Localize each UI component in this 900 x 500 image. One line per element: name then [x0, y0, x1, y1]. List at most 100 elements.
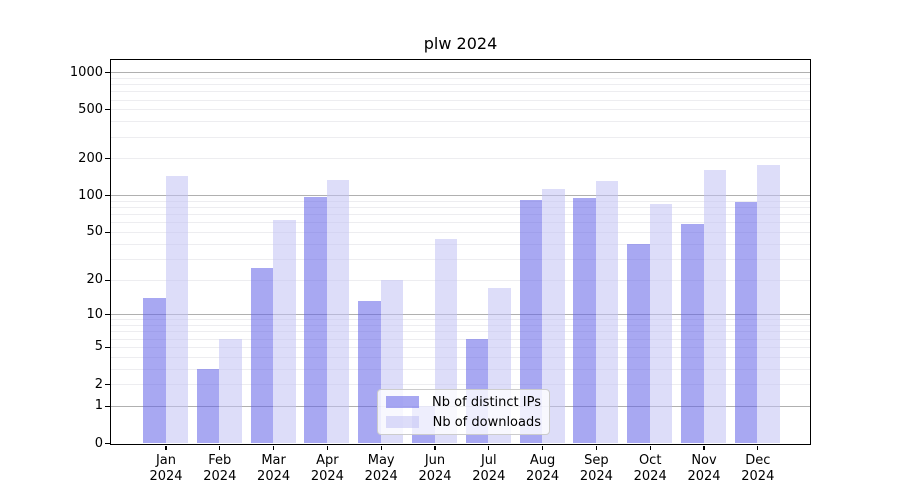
bar-downloads — [165, 175, 188, 443]
bar-distinct-ips — [573, 198, 596, 443]
x-tick-mark — [488, 445, 490, 450]
chart-title: plw 2024 — [423, 34, 498, 53]
legend-row-downloads: Nb of downloads — [386, 414, 541, 430]
y-tick-label: 100 — [78, 187, 103, 203]
bar-distinct-ips — [304, 196, 327, 443]
y-tick-label: 500 — [78, 101, 103, 117]
gridline-minor — [111, 109, 810, 111]
x-tick-mark — [380, 445, 382, 450]
legend-row-distinct-ips: Nb of distinct IPs — [386, 394, 541, 410]
gridline-minor — [111, 158, 810, 160]
bar-distinct-ips — [627, 243, 650, 443]
x-tick-mark — [649, 445, 651, 450]
y-tick-label: 1 — [94, 398, 103, 414]
x-tick-label: Mar 2024 — [257, 453, 291, 484]
gridline-minor — [111, 222, 810, 224]
x-tick-mark — [757, 445, 759, 450]
gridline-minor — [111, 325, 810, 327]
gridline-minor — [111, 207, 810, 209]
y-tick-label: 5 — [94, 339, 103, 355]
y-tick-label: 0 — [94, 435, 103, 451]
x-tick-label: Jul 2024 — [472, 453, 506, 484]
gridline-minor — [111, 279, 810, 281]
bar-downloads — [542, 188, 565, 443]
y-tick-mark — [105, 72, 110, 74]
gridline-minor — [111, 243, 810, 245]
x-tick-mark — [326, 445, 329, 450]
x-tick-label: Jan 2024 — [149, 453, 183, 484]
y-tick-mark — [105, 279, 110, 281]
y-tick-mark — [105, 231, 110, 234]
x-tick-label: Feb 2024 — [203, 453, 237, 484]
x-tick-label: May 2024 — [364, 453, 398, 484]
bar-downloads — [219, 338, 242, 443]
bar-downloads — [649, 203, 673, 443]
gridline-minor — [111, 258, 810, 260]
gridline-minor — [111, 77, 810, 79]
plot-area: Nb of distinct IPs Nb of downloads — [110, 59, 811, 445]
x-tick-label: Aug 2024 — [526, 453, 560, 484]
gridline-minor — [111, 331, 810, 333]
bar-distinct-ips — [519, 200, 543, 443]
x-tick-label: Sep 2024 — [579, 453, 613, 484]
x-tick-mark — [595, 445, 598, 450]
gridline-minor — [111, 368, 810, 370]
x-tick-label: Apr 2024 — [310, 453, 344, 484]
gridline-minor — [111, 84, 810, 86]
x-tick-mark — [165, 445, 167, 450]
y-tick-label: 200 — [78, 150, 103, 166]
gridline-minor — [111, 346, 810, 348]
y-tick-mark — [105, 109, 110, 111]
y-tick-mark — [105, 383, 110, 386]
bar-distinct-ips — [734, 201, 758, 443]
bar-distinct-ips — [143, 297, 166, 443]
y-tick-label: 50 — [86, 224, 103, 240]
downloads-swatch-icon — [386, 416, 419, 428]
gridline-major — [111, 72, 810, 74]
gridline-minor — [111, 200, 810, 202]
x-tick-mark — [703, 445, 705, 450]
bar-distinct-ips — [250, 268, 274, 443]
y-tick-label: 1000 — [69, 64, 103, 80]
gridline-minor — [111, 121, 810, 123]
gridline-minor — [111, 338, 810, 340]
bar-distinct-ips — [196, 368, 220, 443]
legend: Nb of distinct IPs Nb of downloads — [377, 389, 550, 435]
y-tick-mark — [105, 442, 110, 445]
x-tick-label: Nov 2024 — [687, 453, 721, 484]
x-tick-label: Dec 2024 — [741, 453, 775, 484]
bar-downloads — [273, 219, 296, 443]
y-tick-label: 20 — [86, 272, 103, 288]
gridline-minor — [111, 136, 810, 138]
x-tick-label: Oct 2024 — [633, 453, 667, 484]
gridline-minor — [111, 91, 810, 93]
y-tick-mark — [105, 346, 110, 348]
gridline-minor — [111, 356, 810, 358]
y-tick-mark — [105, 158, 110, 160]
x-tick-mark — [542, 445, 544, 450]
gridline-major — [111, 195, 810, 197]
y-tick-mark — [105, 314, 110, 316]
x-tick-mark — [434, 445, 436, 450]
bar-distinct-ips — [358, 301, 381, 443]
gridline-minor — [111, 231, 810, 233]
gridline-minor — [111, 214, 810, 216]
x-tick-mark — [273, 445, 275, 450]
x-tick-mark — [219, 445, 221, 450]
bar-distinct-ips — [681, 224, 704, 443]
y-tick-mark — [105, 195, 110, 197]
legend-label-downloads: Nb of downloads — [432, 414, 541, 430]
y-tick-label: 10 — [86, 306, 103, 322]
legend-label-distinct-ips: Nb of distinct IPs — [432, 394, 541, 410]
y-tick-mark — [105, 405, 110, 407]
gridline-major — [111, 314, 810, 316]
gridline-minor — [111, 99, 810, 101]
y-tick-label: 2 — [94, 376, 103, 392]
gridline-minor — [111, 384, 810, 385]
bar-downloads — [703, 170, 726, 443]
gridline-minor — [111, 319, 810, 321]
bar-downloads — [326, 180, 350, 443]
bar-downloads — [595, 181, 619, 443]
x-tick-label: Jun 2024 — [418, 453, 452, 484]
